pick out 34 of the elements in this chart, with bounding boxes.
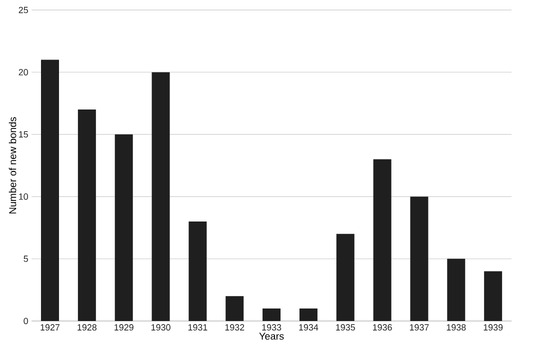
bar xyxy=(484,271,502,321)
x-tick-label: 1932 xyxy=(225,324,244,331)
bar xyxy=(262,308,281,321)
y-tick-label: 20 xyxy=(18,69,28,76)
bar xyxy=(447,258,466,321)
x-tick-label: 1935 xyxy=(336,324,355,331)
bar xyxy=(78,110,96,321)
bar xyxy=(226,296,244,321)
x-tick-label: 1933 xyxy=(262,324,282,331)
bar xyxy=(152,72,170,321)
x-tick-label: 1936 xyxy=(373,324,392,331)
x-tick-label: 1928 xyxy=(78,324,96,331)
x-tick-label: 1929 xyxy=(114,324,134,331)
x-tick-label: 1931 xyxy=(188,324,208,331)
x-tick-label: 1930 xyxy=(151,324,170,331)
y-tick-label: 5 xyxy=(24,256,28,262)
y-axis-title: Number of new bonds xyxy=(8,117,16,214)
bar xyxy=(41,60,59,321)
bar xyxy=(299,308,318,321)
x-tick-label: 1939 xyxy=(484,324,503,331)
x-tick-label: 1937 xyxy=(410,324,429,331)
x-tick-label: 1938 xyxy=(446,324,466,331)
bar xyxy=(114,134,133,321)
y-tick-label: 10 xyxy=(19,193,28,200)
y-tick-label: 25 xyxy=(18,6,28,14)
x-tick-label: 1927 xyxy=(40,324,60,331)
bar xyxy=(188,221,207,321)
y-tick-label: 15 xyxy=(19,131,28,138)
x-axis-title: Years xyxy=(259,332,284,340)
x-tick-label: 1934 xyxy=(299,324,318,331)
bar xyxy=(373,159,392,321)
bar xyxy=(336,234,354,321)
y-tick-label: 0 xyxy=(24,318,28,324)
bar xyxy=(410,196,428,321)
